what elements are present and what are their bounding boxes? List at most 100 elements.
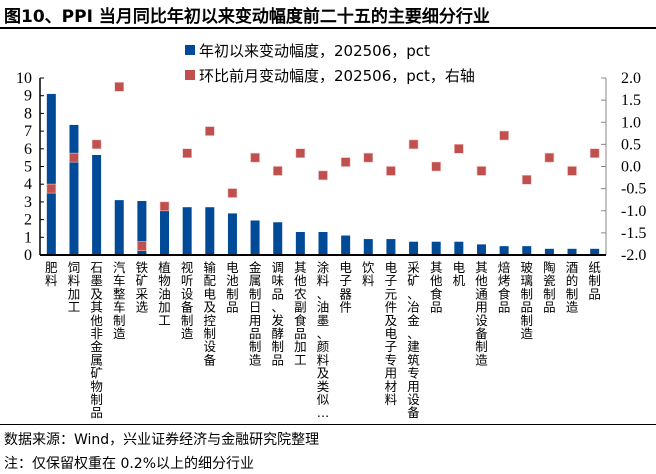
bar (499, 246, 509, 255)
legend-label-bars: 年初以来变动幅度，202506，pct (199, 42, 430, 60)
x-tick-label: 汽车整车制造 (113, 260, 126, 341)
x-tick-label: 电子元件及电子专用材料 (385, 260, 398, 407)
scatter-point (408, 139, 419, 150)
bar (431, 241, 441, 255)
scatter-point (137, 241, 147, 251)
left-tick-label: 6 (24, 141, 32, 158)
source-note: 数据来源：Wind，兴业证券经济与金融研究院整理 (4, 432, 320, 448)
scatter-point (91, 139, 102, 150)
scatter-point (544, 152, 555, 163)
bar (205, 207, 215, 255)
x-tick-label: 电子器件 (339, 260, 352, 315)
bar (318, 231, 328, 255)
x-tick-label: 焙烤食品 (498, 260, 511, 315)
scatter-point (69, 152, 79, 163)
bar (69, 124, 79, 255)
chart-title: 图10、PPI 当月同比年初以来变动幅度前二十五的主要细分行业 (4, 7, 490, 27)
scatter-point (521, 174, 532, 185)
x-tick-label: 玻璃制品制造 (521, 260, 534, 341)
bar-series (40, 93, 606, 256)
left-tick-label: 3 (24, 194, 32, 211)
x-tick-label: 其他通用设备制造 (475, 260, 488, 367)
x-tick-label: 肥料 (45, 260, 58, 288)
scatter-point (250, 152, 260, 163)
bar (476, 244, 486, 255)
x-tick-label: 陶瓷制品 (543, 260, 556, 315)
bar (160, 204, 170, 255)
right-tick-label: 0.5 (621, 136, 641, 153)
left-tick-label: 8 (24, 105, 32, 122)
x-tick-label: 饮料 (362, 260, 375, 288)
bar (567, 248, 577, 255)
x-tick-label: 电池制品 (226, 260, 239, 315)
left-tick-label: 1 (24, 229, 32, 246)
right-tick-label: -1.0 (621, 203, 646, 220)
left-tick-label: 0 (24, 247, 32, 264)
scatter-point (454, 144, 464, 154)
bar (273, 222, 283, 255)
legend-swatch-bars (185, 45, 195, 55)
legend-label-scatter: 环比前月变动幅度，202506，pct，右轴 (199, 67, 475, 85)
right-tick-label: -0.5 (621, 181, 646, 198)
footnote: 注：仅保留权重在 0.2%以上的细分行业 (4, 456, 255, 472)
scatter-point (318, 170, 328, 181)
legend: 年初以来变动幅度，202506，pct 环比前月变动幅度，202506，pct，… (185, 42, 475, 85)
x-tick-label: 输配电及控制设备 (204, 260, 217, 367)
bar (522, 246, 532, 255)
scatter-series (46, 82, 600, 251)
footer-divider (0, 424, 656, 425)
x-axis-labels: 肥料饲料加工石墨及其他非金属矿物制品汽车整车制造铁矿采选植物油加工视听设备制造输… (45, 260, 601, 420)
bar (295, 231, 305, 255)
scatter-point (340, 157, 351, 167)
scatter-point (431, 161, 442, 172)
x-tick-label: 植物油加工 (158, 260, 171, 328)
bar (590, 248, 600, 255)
scatter-point (386, 166, 396, 176)
x-tick-label: 其他食品 (430, 260, 443, 315)
bar (92, 154, 102, 255)
scatter-point (205, 126, 215, 136)
right-tick-label: 2.0 (621, 70, 641, 87)
bar (454, 241, 464, 255)
left-tick-label: 7 (24, 123, 32, 140)
x-tick-label: 涂料、油墨、颜料及类似… (317, 260, 330, 420)
bar (137, 201, 147, 255)
scatter-point (589, 148, 600, 159)
x-tick-label: 电机 (453, 260, 466, 288)
left-tick-label: 10 (16, 70, 32, 87)
legend-swatch-scatter (185, 70, 195, 80)
scatter-point (46, 183, 57, 194)
chart: 年初以来变动幅度，202506，pct 环比前月变动幅度，202506，pct，… (16, 42, 646, 420)
x-tick-label: 视听设备制造 (181, 260, 194, 341)
scatter-point (499, 130, 509, 141)
scatter-point (182, 148, 192, 159)
x-tick-label: 纸制品 (588, 260, 601, 301)
scatter-point (114, 82, 125, 92)
left-tick-label: 2 (24, 212, 32, 229)
bar (363, 239, 373, 255)
bar (114, 200, 124, 255)
bar (46, 93, 56, 256)
x-tick-label: 采矿、冶金、建筑专用设备 (407, 260, 420, 420)
x-tick-label: 调味品、发酵制品 (271, 260, 284, 367)
scatter-point (159, 201, 170, 212)
x-tick-label: 金属制日用品制造 (249, 260, 262, 367)
scatter-point (476, 166, 487, 176)
left-tick-label: 4 (24, 176, 32, 193)
left-tick-label: 5 (24, 159, 32, 176)
x-tick-label: 铁矿采选 (136, 260, 149, 315)
scatter-point (227, 188, 238, 198)
x-tick-label: 石墨及其他非金属矿物制品 (90, 260, 103, 420)
bar (386, 239, 396, 255)
title-divider (0, 27, 656, 29)
scatter-point (363, 152, 374, 163)
right-tick-label: 0.0 (621, 159, 641, 176)
bar (227, 213, 237, 255)
x-tick-label: 饲料加工 (68, 260, 81, 315)
bar (182, 207, 192, 255)
right-tick-label: -2.0 (621, 247, 646, 264)
x-tick-label: 其他农副食品加工 (294, 260, 307, 367)
right-tick-label: -1.5 (621, 225, 646, 242)
left-tick-label: 9 (24, 88, 32, 105)
